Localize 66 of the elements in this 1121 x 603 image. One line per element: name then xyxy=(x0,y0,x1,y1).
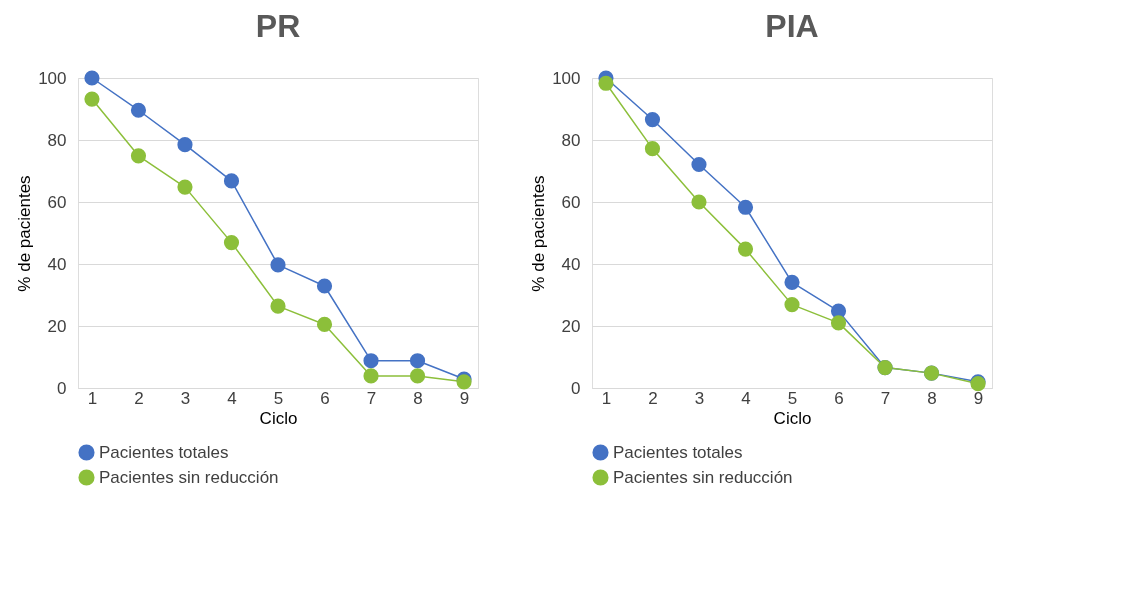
point xyxy=(177,137,193,153)
x-tick-label: 9 xyxy=(459,388,470,408)
point xyxy=(130,148,147,164)
x-axis-title: Ciclo xyxy=(773,408,812,428)
point xyxy=(644,111,661,128)
point xyxy=(737,241,754,257)
point xyxy=(130,102,147,118)
x-tick-label: 4 xyxy=(741,388,751,408)
x-tick-label: 5 xyxy=(787,388,798,408)
point xyxy=(363,353,379,369)
y-tick-label: 100 xyxy=(552,68,581,88)
point xyxy=(598,75,614,91)
x-tick-label: 7 xyxy=(880,388,891,408)
point xyxy=(830,315,847,331)
legend-label: Pacientes totales xyxy=(613,442,743,462)
x-tick-label: 8 xyxy=(413,388,423,408)
y-tick-label: 40 xyxy=(561,254,581,274)
x-tick-label: 9 xyxy=(973,388,984,408)
point xyxy=(177,179,193,195)
point xyxy=(737,199,754,215)
y-tick-label: 80 xyxy=(47,130,67,150)
x-tick-label: 1 xyxy=(87,388,98,408)
x-tick-label: 7 xyxy=(366,388,377,408)
x-tick-label: 3 xyxy=(180,388,191,408)
legend-label: Pacientes totales xyxy=(99,442,229,462)
y-tick-label: 20 xyxy=(561,316,581,336)
y-axis-title: % de pacientes xyxy=(15,175,35,292)
point xyxy=(270,298,286,314)
chart-title: PR xyxy=(255,8,301,44)
x-tick-label: 6 xyxy=(320,388,330,408)
y-tick-label: 60 xyxy=(47,192,67,212)
x-tick-label: 5 xyxy=(273,388,284,408)
point xyxy=(316,278,333,294)
point xyxy=(84,70,100,86)
x-axis-title: Ciclo xyxy=(259,408,298,428)
y-tick-label: 80 xyxy=(561,130,581,150)
chart-title: PIA xyxy=(765,8,819,44)
point xyxy=(409,353,426,369)
x-tick-label: 6 xyxy=(834,388,844,408)
y-axis-title: % de pacientes xyxy=(529,175,549,292)
point xyxy=(84,91,100,107)
y-tick-label: 0 xyxy=(57,378,67,398)
point xyxy=(784,297,800,313)
x-tick-label: 1 xyxy=(601,388,612,408)
y-tick-label: 60 xyxy=(561,192,581,212)
legend-label: Pacientes sin reducción xyxy=(99,467,279,487)
point xyxy=(691,156,707,173)
point xyxy=(363,368,379,384)
point xyxy=(223,235,240,251)
x-tick-label: 2 xyxy=(648,388,658,408)
x-tick-label: 4 xyxy=(227,388,237,408)
y-tick-label: 40 xyxy=(47,254,67,274)
point xyxy=(223,173,240,189)
y-tick-label: 100 xyxy=(38,68,67,88)
x-tick-label: 8 xyxy=(927,388,937,408)
point xyxy=(270,257,286,273)
point xyxy=(644,141,661,157)
point xyxy=(316,316,333,333)
point xyxy=(409,368,426,384)
y-tick-label: 0 xyxy=(571,378,581,398)
point xyxy=(691,194,707,210)
x-tick-label: 2 xyxy=(134,388,144,408)
legend-label: Pacientes sin reducción xyxy=(613,467,793,487)
x-tick-label: 3 xyxy=(694,388,705,408)
y-tick-label: 20 xyxy=(47,316,67,336)
point xyxy=(784,274,800,290)
